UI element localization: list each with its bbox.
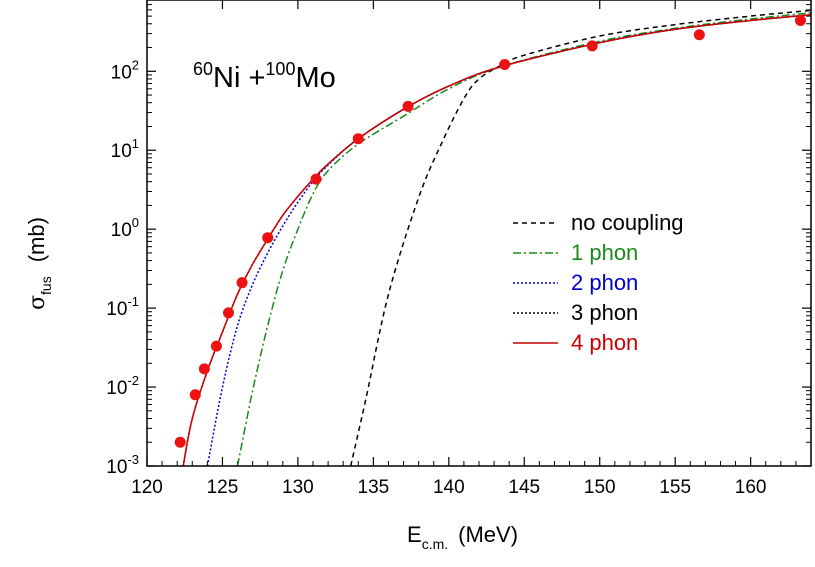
reaction-element-mo: Mo [295, 62, 335, 94]
x-tick-label: 120 [131, 477, 163, 498]
data-point [198, 363, 210, 375]
legend: no coupling 1 phon 2 phon 3 phon 4 phon [513, 210, 684, 355]
legend-label-no-coupling: no coupling [571, 210, 684, 235]
y-tick-label: 102 [111, 57, 139, 83]
y-tick-label: 10-1 [106, 294, 139, 320]
series-line-4-phon [182, 14, 811, 466]
axis-ticks [146, 0, 811, 467]
x-tick-label: 135 [358, 477, 390, 498]
y-tick-labels: 10-3 10-2 10-1 100 101 102 [106, 57, 139, 478]
data-point [174, 436, 186, 448]
data-point [189, 389, 201, 401]
x-axis-subscript: c.m. [422, 536, 448, 552]
legend-label-1-phon: 1 phon [571, 240, 638, 265]
series-line-3-phon [182, 14, 811, 466]
data-point [210, 340, 222, 352]
x-axis-symbol: E [407, 522, 422, 547]
data-point [586, 40, 598, 52]
x-tick-label: 150 [584, 477, 616, 498]
reaction-mass-ni: 60 [193, 59, 213, 79]
y-tick-label: 10-3 [106, 452, 139, 478]
data-point [499, 58, 511, 70]
x-axis-unit: (MeV) [458, 522, 518, 547]
data-point [310, 173, 322, 185]
data-point [794, 14, 806, 26]
x-tick-label: 130 [282, 477, 314, 498]
data-point [402, 100, 414, 112]
legend-label-3-phon: 3 phon [571, 300, 638, 325]
plot-frame [146, 0, 812, 467]
data-point [262, 232, 274, 244]
y-axis-title: σfus (mb) [24, 217, 54, 310]
reaction-annotation: 60Ni +100Mo [193, 59, 336, 94]
x-axis-title: Ec.m. (MeV) [407, 522, 518, 552]
y-axis-unit: (mb) [24, 217, 49, 262]
data-points [174, 14, 806, 448]
series-line-no-coupling [349, 9, 811, 466]
legend-label-2-phon: 2 phon [571, 270, 638, 295]
y-tick-label: 101 [111, 136, 139, 162]
data-point [693, 29, 705, 41]
legend-label-4-phon: 4 phon [571, 330, 638, 355]
reaction-mass-mo: 100 [265, 59, 295, 79]
x-tick-label: 125 [207, 477, 239, 498]
reaction-element-ni: Ni + [213, 62, 265, 94]
data-point [236, 277, 248, 289]
x-tick-label: 160 [735, 477, 767, 498]
y-tick-label: 10-2 [106, 373, 139, 399]
x-tick-label: 140 [433, 477, 465, 498]
x-tick-label: 155 [659, 477, 691, 498]
data-point [352, 133, 364, 145]
y-tick-label: 100 [111, 215, 139, 241]
x-tick-labels: 120 125 130 135 140 145 150 155 160 [131, 477, 766, 498]
data-point [222, 307, 234, 319]
y-axis-subscript: fus [38, 276, 54, 295]
y-axis-symbol: σ [25, 295, 50, 310]
x-tick-label: 145 [508, 477, 540, 498]
